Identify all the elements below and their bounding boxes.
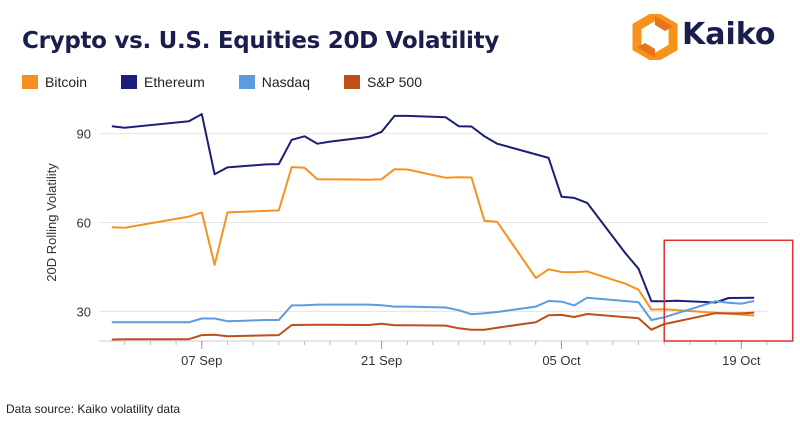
- chart-title: Crypto vs. U.S. Equities 20D Volatility: [22, 28, 500, 54]
- highlight-box: [663, 239, 794, 342]
- x-tick-label: 07 Sep: [181, 353, 222, 368]
- series-line-ethereum: [111, 113, 755, 304]
- kaiko-logo-text: Kaiko: [682, 17, 776, 52]
- y-tick-label: 60: [77, 216, 91, 231]
- legend-item[interactable]: Ethereum: [121, 74, 205, 90]
- kaiko-logo: Kaiko: [630, 12, 790, 62]
- x-tick-label: 19 Oct: [722, 353, 761, 368]
- legend-swatch: [121, 75, 138, 89]
- legend-swatch: [238, 75, 255, 89]
- y-tick-label: 30: [77, 304, 91, 319]
- legend-label: Nasdaq: [261, 74, 310, 90]
- legend: Bitcoin Ethereum Nasdaq S&P 500: [22, 72, 456, 92]
- legend-swatch: [22, 75, 38, 89]
- legend-item[interactable]: S&P 500: [344, 74, 422, 90]
- x-tick-label: 21 Sep: [361, 353, 402, 368]
- kaiko-logo-icon: [632, 14, 678, 60]
- legend-item[interactable]: Bitcoin: [22, 74, 87, 90]
- y-axis-title: 20D Rolling Volatility: [44, 163, 59, 282]
- series-line-nasdaq: [111, 296, 755, 324]
- x-tick-label: 05 Oct: [542, 353, 581, 368]
- legend-swatch: [344, 75, 360, 89]
- legend-label: S&P 500: [367, 74, 423, 90]
- series-line-bitcoin: [111, 166, 755, 317]
- series-line-s-p-500: [111, 311, 755, 341]
- y-tick-label: 90: [77, 127, 91, 142]
- legend-label: Ethereum: [144, 74, 205, 90]
- line-chart: 30 60 90 07 Sep 21 Sep 05 Oct 19 Oct 20D Rollin…: [44, 113, 794, 368]
- legend-label: Bitcoin: [45, 74, 88, 90]
- legend-item[interactable]: Nasdaq: [238, 74, 310, 90]
- data-source-footer: Data source: Kaiko volatility data: [6, 402, 181, 416]
